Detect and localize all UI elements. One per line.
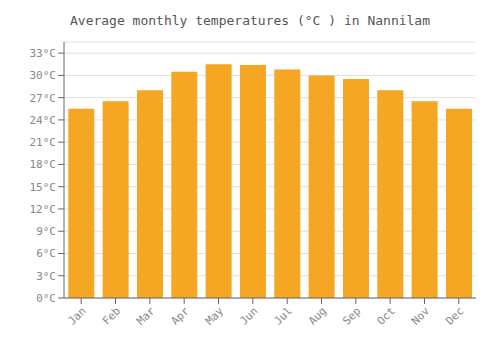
svg-text:Mar: Mar	[134, 304, 158, 328]
svg-text:9°C: 9°C	[36, 225, 56, 238]
svg-text:Nov: Nov	[409, 304, 433, 328]
svg-text:0°C: 0°C	[36, 292, 56, 305]
svg-text:3°C: 3°C	[36, 270, 56, 283]
svg-text:30°C: 30°C	[30, 69, 57, 82]
svg-text:Aug: Aug	[306, 304, 329, 327]
svg-text:Dec: Dec	[443, 304, 466, 327]
svg-text:Jun: Jun	[237, 304, 260, 327]
svg-text:12°C: 12°C	[30, 203, 57, 216]
svg-text:Jul: Jul	[272, 304, 295, 327]
svg-text:May: May	[203, 304, 227, 328]
svg-text:Jan: Jan	[66, 304, 89, 327]
svg-text:Feb: Feb	[100, 304, 123, 327]
svg-text:Oct: Oct	[375, 304, 398, 327]
svg-text:15°C: 15°C	[30, 181, 57, 194]
html-text:Average monthly temperatures (: Average monthly temperatures (°C ) in Na…	[70, 13, 430, 28]
svg-text:21°C: 21°C	[30, 136, 57, 149]
svg-text:33°C: 33°C	[30, 47, 57, 60]
svg-text:6°C: 6°C	[36, 247, 56, 260]
svg-text:18°C: 18°C	[30, 158, 57, 171]
svg-text:Apr: Apr	[169, 304, 193, 328]
svg-text:Sep: Sep	[340, 304, 363, 327]
svg-text:24°C: 24°C	[30, 114, 57, 127]
svg-text:27°C: 27°C	[30, 92, 57, 105]
